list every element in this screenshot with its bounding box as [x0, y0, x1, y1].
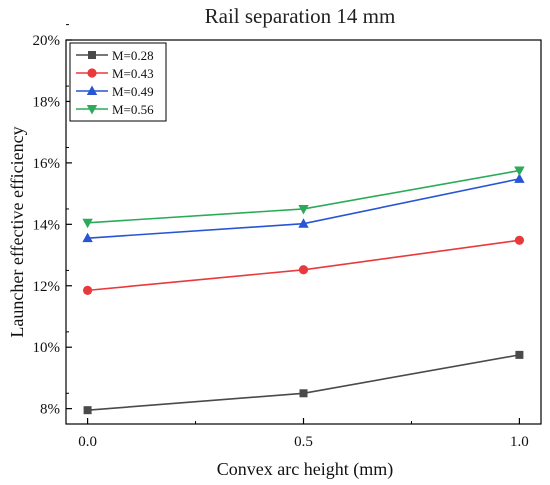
data-point-marker — [88, 51, 96, 59]
data-point-marker — [514, 166, 525, 177]
data-point-marker — [298, 204, 309, 215]
data-point-marker — [82, 285, 93, 295]
series-line — [87, 354, 520, 411]
data-point-marker — [82, 232, 93, 243]
y-axis: 8% 10% 12% 14% 16% 18% 20% — [33, 24, 72, 418]
x-axis: 0.0 0.5 1.0 — [78, 418, 529, 450]
legend-label: M=0.28 — [112, 48, 154, 63]
legend-label: M=0.43 — [112, 66, 154, 81]
series-m-0-49 — [82, 173, 525, 243]
y-tick-label: 20% — [33, 33, 61, 49]
data-point-marker — [515, 350, 524, 359]
data-point-marker — [86, 85, 98, 95]
y-tick-label: 14% — [33, 217, 61, 233]
y-tick-label: 8% — [40, 402, 60, 418]
data-point-marker — [514, 235, 525, 245]
legend-label: M=0.49 — [112, 84, 154, 99]
legend: M=0.28 M=0.43 M=0.49 M=0.56 — [69, 42, 167, 122]
legend-item: M=0.49 — [76, 84, 154, 99]
y-tick-label: 10% — [33, 340, 61, 356]
series-m-0-28 — [83, 350, 524, 415]
chart-title: Rail separation 14 mm — [205, 4, 396, 28]
data-point-marker — [298, 218, 309, 228]
legend-label: M=0.56 — [112, 102, 154, 117]
x-tick-label: 0.5 — [294, 434, 313, 450]
series-layer — [82, 166, 525, 415]
y-tick-label: 12% — [33, 279, 61, 295]
series-line — [87, 169, 520, 224]
data-point-marker — [514, 173, 525, 183]
series-m-0-56 — [82, 166, 525, 229]
legend-item: M=0.28 — [76, 48, 154, 63]
y-tick-label: 18% — [33, 94, 61, 110]
legend-box — [69, 42, 167, 122]
y-axis-label: Launcher effective efficiency — [7, 126, 27, 337]
y-tick-label: 16% — [33, 156, 61, 172]
data-point-marker — [298, 265, 309, 275]
legend-item: M=0.43 — [76, 66, 154, 81]
data-point-marker — [299, 389, 308, 398]
legend-item: M=0.56 — [76, 102, 154, 117]
x-tick-label: 1.0 — [510, 434, 529, 450]
data-point-marker — [86, 105, 98, 115]
x-axis-label: Convex arc height (mm) — [217, 459, 393, 480]
data-point-marker — [87, 68, 97, 78]
data-point-marker — [83, 406, 92, 415]
series-m-0-43 — [82, 235, 525, 295]
x-tick-label: 0.0 — [78, 434, 97, 450]
data-point-marker — [82, 218, 93, 229]
